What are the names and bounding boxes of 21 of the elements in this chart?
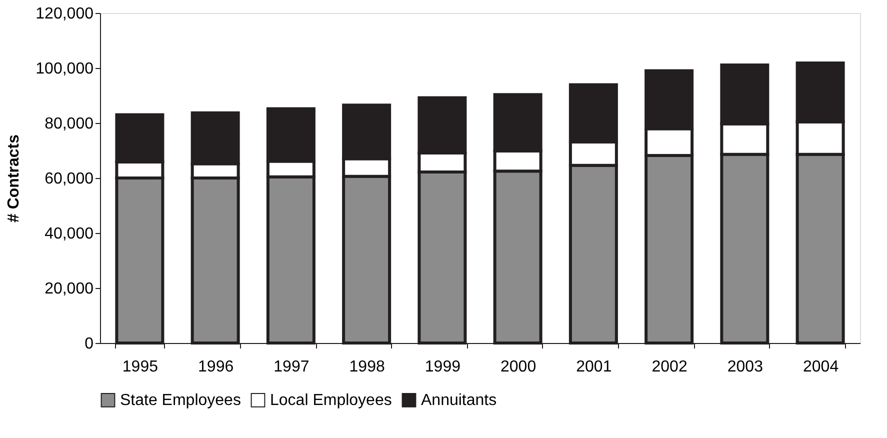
y-tick-label: 20,000 — [44, 280, 94, 298]
x-tick-label: 1995 — [122, 358, 158, 376]
x-tick-label: 2000 — [500, 358, 536, 376]
x-tick-label: 2003 — [727, 358, 764, 376]
legend-label: Annuitants — [421, 392, 497, 410]
legend-label: Local Employees — [270, 392, 392, 410]
x-tick-label: 1999 — [424, 358, 461, 376]
y-tick-label: 40,000 — [44, 226, 94, 242]
y-tick-label: 120,000 — [36, 6, 94, 22]
y-tick-label: 0 — [84, 336, 94, 352]
x-tick-label: 1998 — [349, 358, 385, 376]
legend-label: State Employees — [120, 392, 241, 410]
x-tick-label: 1996 — [198, 358, 234, 376]
y-tick-label: 80,000 — [44, 116, 94, 132]
y-tick-label: 100,000 — [36, 60, 94, 78]
x-tick-label: 2002 — [652, 358, 688, 376]
x-tick-label: 1997 — [274, 358, 310, 376]
x-tick-label: 2001 — [576, 358, 612, 376]
y-tick-label: 60,000 — [44, 170, 94, 188]
y-axis-title: # Contracts — [6, 134, 23, 223]
x-tick-label: 2004 — [803, 358, 839, 376]
